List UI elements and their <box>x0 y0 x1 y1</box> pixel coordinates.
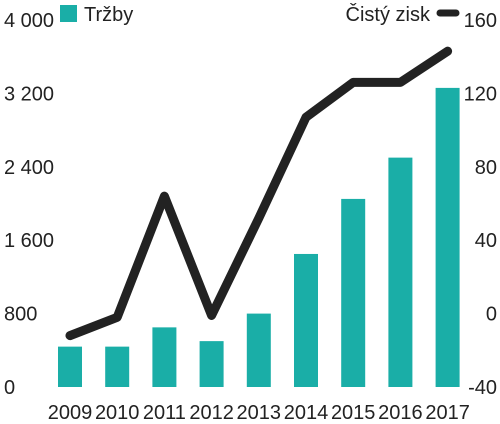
legend-trzby: Tržby <box>60 4 133 26</box>
bar-2013 <box>246 313 271 387</box>
legend-cisty-zisk: Čistý zisk <box>346 3 460 26</box>
bar-2017 <box>435 87 460 388</box>
left-tick-label: 2 400 <box>4 157 54 179</box>
x-axis: 2009 2010 2011 2012 2013 2014 2015 2016 2017 <box>48 402 470 424</box>
left-tick-label: 0 <box>4 377 15 399</box>
x-tick-label: 2010 <box>95 402 140 424</box>
right-axis: -40 0 40 80 120 160 <box>464 10 497 399</box>
bar-2014 <box>294 253 318 387</box>
bar-2011 <box>152 327 177 387</box>
legend-trzby-label: Tržby <box>84 4 133 26</box>
right-tick-label: 40 <box>475 230 497 252</box>
bar-2016 <box>388 157 413 387</box>
right-tick-label: 160 <box>464 10 497 32</box>
x-tick-label: 2017 <box>425 402 470 424</box>
bar-series-trzby <box>58 87 460 388</box>
x-tick-label: 2016 <box>378 402 423 424</box>
bar-2009 <box>58 346 82 387</box>
bar-2010 <box>105 346 130 387</box>
right-tick-label: 80 <box>475 157 497 179</box>
x-tick-label: 2012 <box>189 402 234 424</box>
left-tick-label: 3 200 <box>4 83 54 105</box>
legend-trzby-swatch <box>60 5 77 22</box>
bar-2015 <box>341 198 366 387</box>
right-tick-label: 120 <box>464 83 497 105</box>
x-tick-label: 2014 <box>284 402 329 424</box>
right-tick-label: -40 <box>468 377 497 399</box>
left-axis: 0 800 1 600 2 400 3 200 4 000 <box>4 10 54 399</box>
x-tick-label: 2011 <box>143 402 186 424</box>
bar-2012 <box>199 341 224 387</box>
left-tick-label: 1 600 <box>4 230 54 252</box>
left-tick-label: 4 000 <box>4 10 54 32</box>
left-tick-label: 800 <box>4 304 37 326</box>
x-tick-label: 2015 <box>331 402 376 424</box>
x-tick-label: 2013 <box>237 402 282 424</box>
x-tick-label: 2009 <box>48 402 93 424</box>
line-series-cisty-zisk <box>65 46 453 341</box>
right-tick-label: 0 <box>486 304 497 326</box>
legend-cisty-zisk-label: Čistý zisk <box>346 3 431 26</box>
